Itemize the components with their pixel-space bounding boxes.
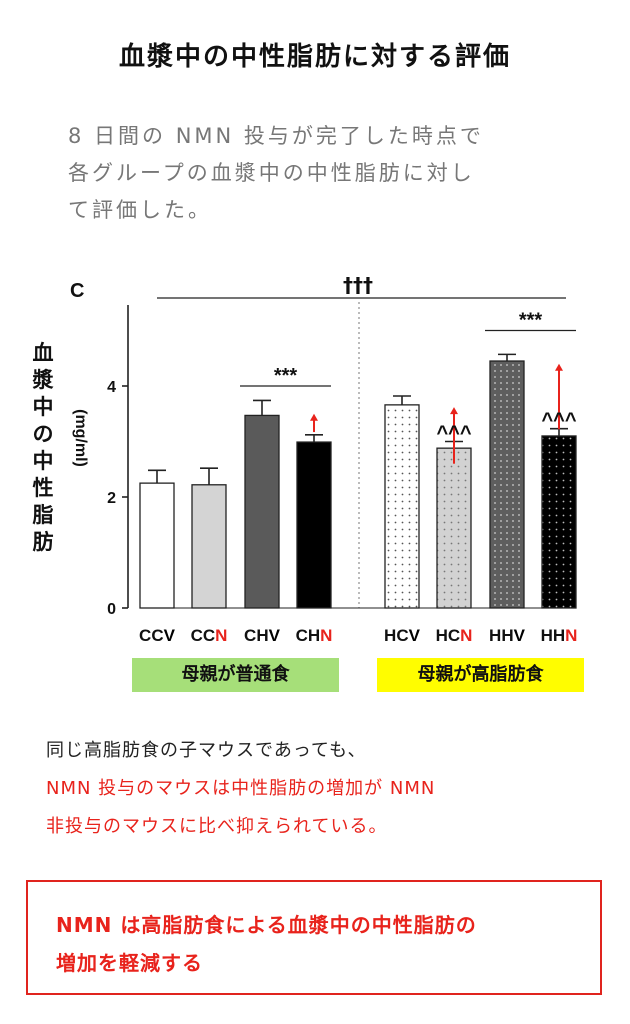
x-tick-label: CCV bbox=[139, 626, 176, 645]
group-label: 母親が普通食 bbox=[182, 663, 291, 685]
page-title: 血漿中の中性脂肪に対する評価 bbox=[118, 42, 511, 72]
y-axis-label-char: の bbox=[33, 422, 54, 446]
x-tick-label: HHV bbox=[489, 626, 526, 645]
y-axis-unit: (mg/ml) bbox=[72, 409, 89, 467]
significance-label: ^^^ bbox=[436, 423, 471, 445]
bar bbox=[191, 484, 227, 609]
note-text: 同じ高脂肪食の子マウスであっても、 NMN 投与のマウスは中性脂肪の増加が NM… bbox=[46, 732, 606, 846]
intro-line: て評価した。 bbox=[68, 198, 212, 222]
annotations: *** *** ^^^ ^^^ ††† bbox=[157, 273, 577, 464]
x-tick-labels: CCV CCN CHV CHN HCV HCN HHV HHN bbox=[139, 626, 577, 645]
x-tick-label: HCV bbox=[384, 626, 421, 645]
summary-line: NMN は高脂肪食による血漿中の中性脂肪の bbox=[56, 913, 477, 937]
significance-label: ^^^ bbox=[541, 410, 576, 432]
summary-text: NMN は高脂肪食による血漿中の中性脂肪の 増加を軽減する bbox=[56, 906, 586, 982]
y-tick-label: 2 bbox=[107, 490, 116, 507]
bar bbox=[296, 441, 332, 609]
significance-label: *** bbox=[519, 310, 543, 332]
bar bbox=[541, 435, 577, 609]
red-arrow-head bbox=[555, 363, 563, 371]
group-labels: 母親が普通食 母親が高脂肪食 bbox=[132, 658, 584, 692]
bar bbox=[244, 414, 280, 609]
x-tick-label: CHV bbox=[244, 626, 281, 645]
bars bbox=[139, 353, 577, 609]
group-label: 母親が高脂肪食 bbox=[418, 663, 545, 685]
y-axis-label-char: 漿 bbox=[32, 368, 55, 392]
note-line: 非投与のマウスに比べ抑えられている。 bbox=[46, 816, 388, 837]
significance-label: ††† bbox=[343, 273, 373, 297]
summary-box: NMN は高脂肪食による血漿中の中性脂肪の 増加を軽減する bbox=[26, 880, 602, 995]
y-axis-label-char: 肪 bbox=[33, 530, 54, 554]
panel-label: C bbox=[70, 280, 84, 302]
intro-text: 8 日間の NMN 投与が完了した時点で 各グループの血漿中の中性脂肪に対し て… bbox=[68, 118, 568, 229]
triglyceride-bar-chart: C 血漿中の中性脂肪 (mg/ml) 024 ******^^^^^^††† C… bbox=[32, 273, 584, 692]
y-axis-label-char: 性 bbox=[33, 476, 54, 500]
x-tick-label: CCN bbox=[191, 626, 228, 645]
summary-line: 増加を軽減する bbox=[56, 951, 203, 975]
bar bbox=[436, 447, 472, 609]
note-line: 同じ高脂肪食の子マウスであっても、 bbox=[46, 740, 367, 761]
y-tick-label: 0 bbox=[107, 601, 116, 618]
x-tick-label: CHN bbox=[296, 626, 333, 645]
bar bbox=[384, 404, 420, 609]
y-axis-label-char: 血 bbox=[33, 341, 54, 365]
y-axis-label-char: 中 bbox=[33, 449, 54, 473]
x-tick-label: HHN bbox=[541, 626, 578, 645]
red-arrow-head bbox=[450, 407, 458, 415]
red-arrow-head bbox=[310, 413, 318, 421]
group-label-band bbox=[132, 658, 339, 692]
significance-label: *** bbox=[274, 365, 298, 387]
intro-line: 8 日間の NMN 投与が完了した時点で bbox=[68, 124, 484, 148]
bar bbox=[139, 482, 175, 609]
note-line: NMN 投与のマウスは中性脂肪の増加が NMN bbox=[46, 778, 436, 799]
y-axis-label-char: 中 bbox=[33, 395, 54, 419]
y-tick-label: 4 bbox=[107, 379, 116, 396]
y-axis-label-char: 脂 bbox=[33, 503, 54, 527]
group-label-band bbox=[377, 658, 584, 692]
x-tick-label: HCN bbox=[436, 626, 473, 645]
y-axis-label: 血漿中の中性脂肪 bbox=[32, 341, 55, 554]
bar bbox=[489, 360, 525, 609]
intro-line: 各グループの血漿中の中性脂肪に対し bbox=[68, 161, 475, 185]
